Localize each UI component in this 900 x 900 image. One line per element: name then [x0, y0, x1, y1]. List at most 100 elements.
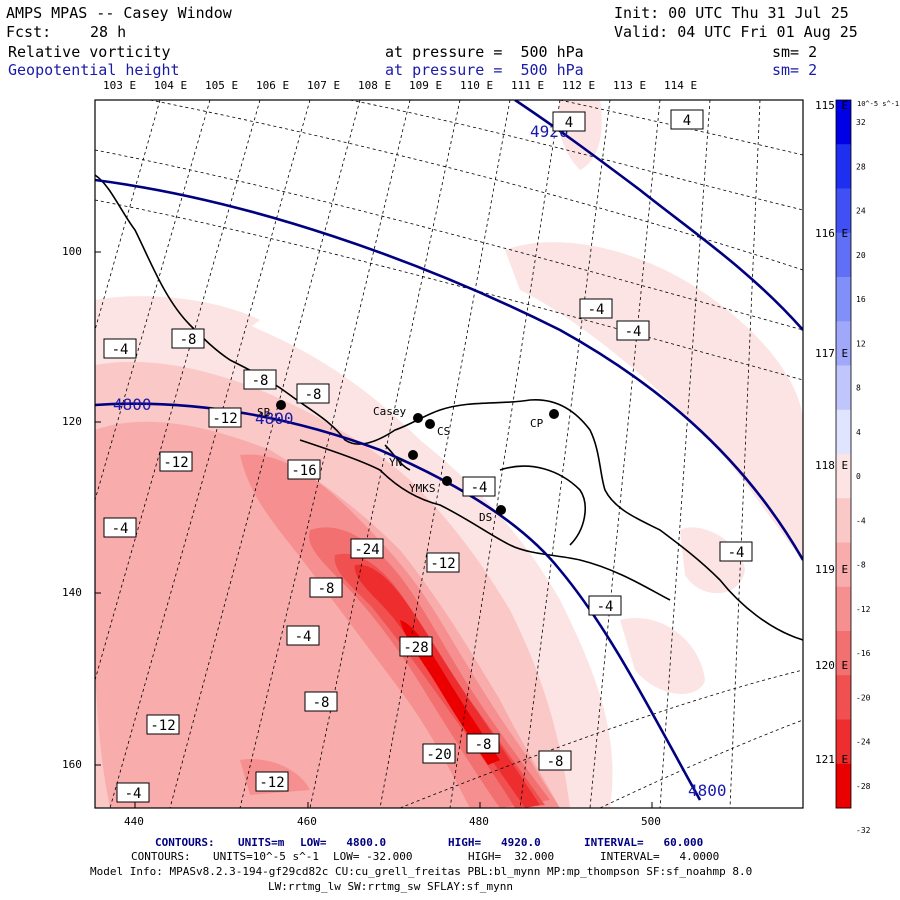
height-label: 4800	[688, 781, 727, 800]
colorbar-label: -24	[856, 738, 871, 747]
vorticity-label-box	[243, 369, 277, 390]
footer-contours-1: CONTOURS:	[155, 836, 215, 849]
station-dot	[425, 419, 435, 429]
vorticity-label: -4	[588, 302, 605, 318]
colorbar-label: -12	[856, 605, 871, 614]
forecast-label: Fcst:	[6, 23, 52, 41]
vorticity-label-box	[159, 451, 193, 472]
vorticity-label: -8	[180, 332, 197, 348]
vorticity-label: -12	[259, 775, 284, 791]
colorbar-swatch	[836, 763, 851, 809]
colorbar-swatch	[836, 719, 851, 765]
vorticity-label: -12	[163, 455, 188, 471]
vorticity-label-box	[579, 298, 613, 319]
vorticity-label: -28	[403, 640, 428, 656]
colorbar-label: 28	[856, 162, 866, 171]
footer-interval-1: INTERVAL= 60.000	[584, 836, 704, 849]
vorticity-label-box	[616, 320, 650, 341]
top-longitude-label: 107 E	[307, 79, 341, 92]
x-tick-label: 440	[124, 815, 144, 828]
colorbar-swatch	[836, 321, 851, 366]
station-dot	[408, 450, 418, 460]
vorticity-label-box	[296, 383, 330, 404]
colorbar-unit: 10^-5 s^-1	[857, 100, 899, 108]
footer-contours-2: CONTOURS:	[131, 850, 191, 863]
station-dot	[276, 400, 286, 410]
vorticity-label: -16	[291, 463, 316, 479]
vorticity-label: -12	[212, 411, 237, 427]
vorticity-label-box	[255, 771, 289, 792]
right-longitude-label: 115 E	[815, 99, 849, 112]
vorticity-label: -4	[625, 324, 642, 340]
station-label: YMKS	[409, 482, 436, 495]
vorticity-label: -4	[728, 545, 745, 561]
vorticity-label: -8	[313, 695, 330, 711]
colorbar-label: 4	[856, 428, 861, 437]
field2-name: Geopotential height	[8, 61, 180, 79]
vorticity-label: -12	[430, 556, 455, 572]
colorbar-swatch	[836, 277, 851, 322]
field1-name: Relative vorticity	[8, 43, 171, 61]
vorticity-label-box	[286, 625, 320, 646]
vorticity-label: 4	[565, 115, 573, 131]
vorticity-label-box	[171, 328, 205, 349]
footer-low-2: LOW= -32.000	[333, 850, 413, 863]
vorticity-label: -4	[125, 786, 142, 802]
footer-low-1: LOW= 4800.0	[300, 836, 387, 849]
top-longitude-label: 105 E	[205, 79, 239, 92]
model-info-2: LW:rrtmg_lw SW:rrtmg_sw SFLAY:sf_mynn	[268, 880, 514, 893]
init-time: Init: 00 UTC Thu 31 Jul 25	[614, 4, 849, 22]
stations: Casey CS CP SB YN YMKS DS	[257, 400, 559, 524]
vorticity-label: -8	[475, 737, 492, 753]
right-longitude-label: 119 E	[815, 563, 849, 576]
x-tick-label: 500	[641, 815, 661, 828]
station-label: CP	[530, 417, 544, 430]
colorbar-swatch	[836, 100, 851, 145]
vorticity-label-box	[588, 595, 622, 616]
colorbar-swatch	[836, 675, 851, 720]
station-label: Casey	[373, 405, 406, 418]
colorbar-swatch	[836, 232, 851, 278]
x-tick-label: 460	[297, 815, 317, 828]
coastline	[95, 174, 803, 641]
top-longitude-label: 104 E	[154, 79, 188, 92]
colorbar: 32 28 24 20 16 12 8 4 0 -4 -8 -12 -16 -20 -24 -28 -32 10^…	[835, 99, 899, 835]
top-longitude-label: 112 E	[562, 79, 596, 92]
footer-high-1: HIGH= 4920.0	[448, 836, 541, 849]
axis-ticks	[95, 251, 653, 808]
vorticity-label-box	[103, 517, 137, 538]
vorticity-label: -20	[426, 747, 451, 763]
right-longitude-label: 116 E	[815, 227, 849, 240]
colorbar-swatch	[836, 631, 851, 676]
footer-units-1: UNITS=m	[238, 836, 285, 849]
y-tick-label: 100	[62, 245, 82, 258]
vorticity-label-box	[719, 541, 753, 562]
map-frame	[94, 99, 804, 809]
colorbar-label: -28	[856, 782, 871, 791]
vorticity-label-box	[309, 577, 343, 598]
colorbar-label: 16	[856, 295, 866, 304]
top-longitude-label: 110 E	[460, 79, 494, 92]
colorbar-swatch	[836, 409, 851, 455]
field1-smoothing: sm= 2	[772, 43, 818, 61]
y-tick-label: 120	[62, 415, 82, 428]
colorbar-label: 20	[856, 251, 866, 260]
right-longitude-label: 118 E	[815, 459, 849, 472]
vorticity-label-box	[462, 476, 496, 497]
vorticity-label-box	[552, 111, 586, 132]
top-longitude-label: 106 E	[256, 79, 290, 92]
vorticity-label-box	[426, 552, 460, 573]
y-tick-label: 160	[62, 758, 82, 771]
vorticity-label: -8	[252, 373, 269, 389]
top-longitude-label: 113 E	[613, 79, 647, 92]
top-longitude-label: 111 E	[511, 79, 545, 92]
top-longitude-label: 109 E	[409, 79, 443, 92]
colorbar-label: -4	[856, 516, 866, 525]
colorbar-swatch	[836, 542, 851, 588]
colorbar-swatch	[836, 365, 851, 411]
field2-level: at pressure = 500 hPa	[385, 61, 584, 79]
station-dot	[549, 409, 559, 419]
top-longitude-label: 103 E	[103, 79, 137, 92]
